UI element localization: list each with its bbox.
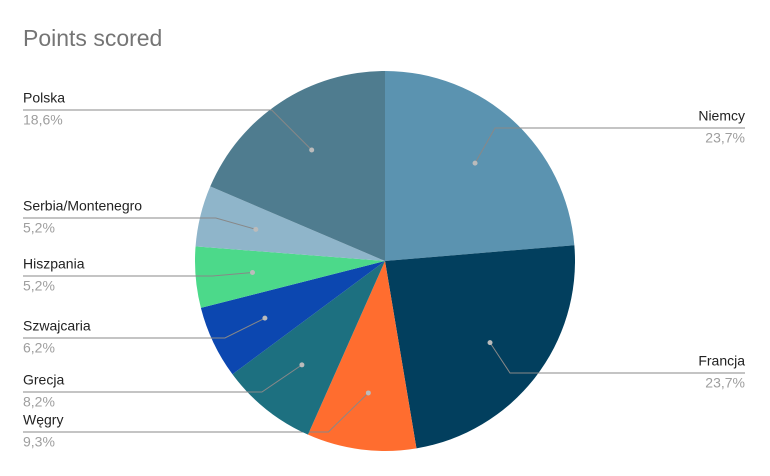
leader-dot [249,269,255,275]
pie-slice [232,261,385,435]
slice-value-label: 8,2% [23,394,55,410]
pie-slice [200,261,385,375]
pie-slice [210,70,385,261]
slice-label: Grecja [23,372,64,388]
slice-value-label: 9,3% [23,434,55,450]
pie-slice [307,261,417,452]
pie-slice [385,71,575,261]
leader-dot [262,315,268,321]
leader-line [23,109,313,151]
leader-dot [309,147,315,153]
leader-line [23,392,369,433]
slice-value-label: 18,6% [23,112,63,128]
leader-line [23,271,253,277]
leader-line [489,342,745,374]
slice-label: Węgry [23,412,63,428]
pie-slice [195,246,385,308]
pie-slice [195,186,385,261]
leader-dot [365,390,371,396]
slice-value-label: 23,7% [705,130,745,146]
slice-value-label: 5,2% [23,278,55,294]
slice-label: Hiszpania [23,256,85,272]
slice-label: Francja [698,353,745,369]
leader-dot [487,340,493,346]
leader-line [23,217,256,230]
leader-dot [472,160,478,166]
slice-label: Szwajcaria [23,318,91,334]
slice-label: Serbia/Montenegro [23,198,142,214]
pie-slice [385,245,575,449]
leader-line [474,127,745,164]
leader-dot [253,226,259,232]
slice-label: Niemcy [698,108,745,124]
leader-line [23,317,266,339]
slice-label: Polska [23,90,65,106]
leader-line [23,364,303,393]
slice-value-label: 23,7% [705,375,745,391]
slice-value-label: 5,2% [23,220,55,236]
leader-dot [299,362,305,368]
slice-value-label: 6,2% [23,340,55,356]
chart-title: Points scored [23,25,162,51]
